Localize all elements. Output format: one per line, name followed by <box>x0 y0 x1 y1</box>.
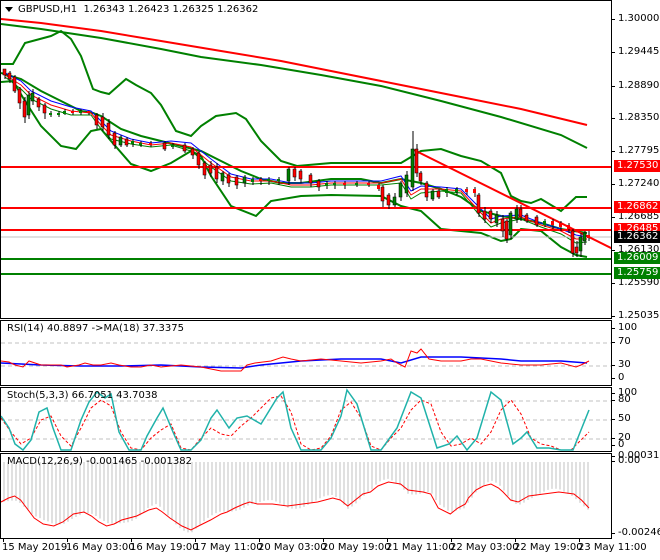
ohlc-values: 1.26343 1.26423 1.26325 1.26362 <box>83 4 259 15</box>
stochastic-label: Stoch(5,3,3) 66.7051 43.7038 <box>7 390 158 401</box>
rsi-tick: 0 <box>610 372 624 384</box>
rsi-label: RSI(14) 40.8897 ->MA(18) 37.3375 <box>7 323 184 334</box>
macd-axis: 0.000315 0.00 -0.002469 <box>610 450 660 539</box>
stoch-tick: 100 <box>610 387 637 399</box>
short-trend-line <box>413 149 611 250</box>
macd-canvas <box>1 462 590 533</box>
time-tick <box>579 538 580 542</box>
macd-histogram <box>3 462 589 533</box>
price-tick: 1.25590 <box>610 277 659 289</box>
time-label: 23 May 11:00 <box>578 542 647 553</box>
stoch-main-line <box>1 388 590 451</box>
price-tick: 1.26130 <box>610 244 659 256</box>
long-trend-line <box>1 18 588 126</box>
price-tick: 1.25035 <box>610 310 659 322</box>
support-badge-1: 1.26009 <box>614 252 660 264</box>
time-axis[interactable]: 15 May 2019 16 May 03:00 16 May 19:00 17… <box>0 538 660 560</box>
ma-mid-red <box>4 74 587 240</box>
time-label: 15 May 2019 <box>2 542 68 553</box>
chart-title: GBPUSD,H1 1.26343 1.26423 1.26325 1.2636… <box>5 4 258 15</box>
bollinger-lower <box>1 79 588 258</box>
time-label: 20 May 03:00 <box>258 542 327 553</box>
ma-slow-green <box>4 76 588 244</box>
symbol-label: GBPUSD,H1 <box>18 4 78 15</box>
dropdown-triangle-icon[interactable] <box>5 6 13 12</box>
rsi-canvas <box>1 342 611 372</box>
price-tick: 1.30000 <box>610 13 659 25</box>
time-label: 21 May 11:00 <box>386 542 455 553</box>
macd-tick: 0.00 <box>610 455 640 467</box>
resistance-badge-1: 1.27530 <box>614 160 660 172</box>
rsi-tick: 100 <box>610 322 637 334</box>
long-ma-line <box>1 23 588 149</box>
macd-tick: 0.000315 <box>611 450 660 462</box>
ma-fast-blue <box>4 72 588 238</box>
price-chart-panel[interactable]: GBPUSD,H1 1.26343 1.26423 1.26325 1.2636… <box>0 0 612 319</box>
time-tick <box>195 538 196 542</box>
time-tick <box>451 538 452 542</box>
macd-signal-line <box>1 481 590 531</box>
stoch-tick: 0 <box>610 439 624 451</box>
time-label: 22 May 19:00 <box>514 542 583 553</box>
support-badge-2: 1.25759 <box>614 267 660 279</box>
price-chart-canvas <box>1 18 611 275</box>
time-label: 16 May 03:00 <box>66 542 135 553</box>
macd-panel[interactable]: MACD(12,26,9) -0.001465 -0.001382 <box>0 453 612 539</box>
rsi-line <box>1 348 590 372</box>
price-axis[interactable]: 1.30000 1.29445 1.28890 1.28350 1.27795 … <box>610 0 660 322</box>
current-price-badge: 1.26362 <box>614 231 660 243</box>
stochastic-panel[interactable]: Stoch(5,3,3) 66.7051 43.7038 <box>0 387 612 452</box>
price-tick: 1.27795 <box>610 145 659 157</box>
stoch-tick: 50 <box>611 413 631 425</box>
time-tick <box>131 538 132 542</box>
stoch-tick: 20 <box>611 432 631 444</box>
time-label: 16 May 19:00 <box>130 542 199 553</box>
price-tick: 1.29445 <box>610 46 659 58</box>
macd-label: MACD(12,26,9) -0.001465 -0.001382 <box>7 456 192 467</box>
price-tick: 1.28890 <box>610 80 659 92</box>
time-tick <box>67 538 68 542</box>
price-tick: 1.28350 <box>610 112 659 124</box>
macd-tick: -0.002469 <box>610 527 660 539</box>
stoch-tick: 80 <box>611 394 631 406</box>
price-tick: 1.26685 <box>610 211 659 223</box>
rsi-ma-line <box>1 356 588 369</box>
stoch-signal-line <box>1 395 590 451</box>
time-tick <box>387 538 388 542</box>
candles <box>2 68 590 257</box>
time-label: 22 May 03:00 <box>450 542 519 553</box>
rsi-tick: 30 <box>611 359 631 371</box>
price-tick: 1.27240 <box>610 178 659 190</box>
rsi-tick: 70 <box>611 336 631 348</box>
stochastic-axis: 100 80 50 20 0 <box>610 387 660 452</box>
time-tick <box>323 538 324 542</box>
time-tick <box>259 538 260 542</box>
time-label: 17 May 11:00 <box>194 542 263 553</box>
time-label: 20 May 19:00 <box>322 542 391 553</box>
stochastic-canvas <box>1 388 611 451</box>
rsi-panel[interactable]: RSI(14) 40.8897 ->MA(18) 37.3375 <box>0 320 612 386</box>
time-tick <box>3 538 4 542</box>
bollinger-upper <box>1 29 587 213</box>
rsi-axis: 100 70 30 0 <box>610 320 660 386</box>
resistance-badge-2: 1.26862 <box>614 201 660 213</box>
time-tick <box>515 538 516 542</box>
